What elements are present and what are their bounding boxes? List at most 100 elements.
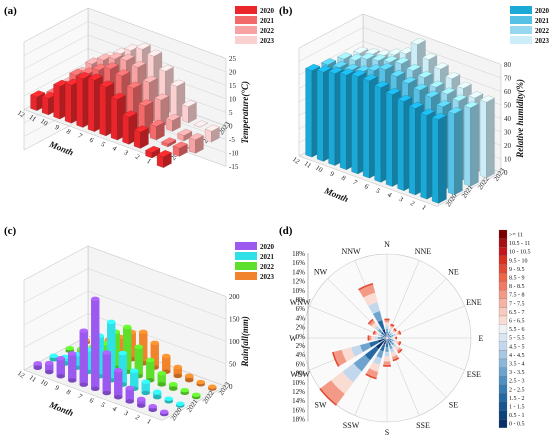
direction-label: SW	[315, 400, 327, 409]
bar-mark	[464, 101, 478, 186]
z-tick-label: 60	[504, 88, 512, 96]
bar-mark	[189, 133, 203, 153]
bar-face	[352, 74, 358, 174]
legend-swatch	[235, 242, 257, 250]
bar-face	[134, 130, 140, 149]
colorbar-label: 7 - 7.5	[509, 301, 525, 307]
bar-face	[31, 95, 37, 111]
bar-top	[119, 351, 127, 355]
legend-label: 2023	[260, 273, 275, 281]
z-tick-label: 20	[504, 142, 512, 150]
bar-face	[421, 113, 427, 199]
bar-mark	[192, 393, 200, 400]
month-tick-label: 12	[291, 155, 302, 166]
bar-face	[111, 97, 117, 140]
month-tick-label: 3	[122, 148, 130, 157]
bar-mark	[134, 126, 148, 149]
bar-mark	[91, 297, 99, 391]
legend-swatch	[235, 36, 257, 44]
month-tick-label: 4	[386, 191, 394, 200]
bar-top	[208, 385, 216, 389]
colorbar-swatch	[499, 239, 507, 248]
colorbar-swatch	[499, 282, 507, 291]
colorbar-label: 9.5 - 10	[509, 258, 528, 264]
radial-tick-label: 8%	[296, 370, 306, 378]
legend-swatch	[235, 252, 257, 260]
bar-mark	[165, 396, 173, 403]
bar-face	[182, 104, 188, 123]
legend-swatch	[235, 16, 257, 24]
radial-tick-label: 10%	[292, 287, 305, 295]
z-tick-label: -15	[229, 163, 239, 171]
bar-body	[103, 353, 111, 394]
direction-label: SE	[449, 400, 458, 409]
direction-label: N	[384, 240, 390, 249]
month-tick-label: 1	[145, 417, 153, 426]
bar-bottom	[34, 366, 42, 370]
bar-top	[45, 361, 53, 365]
direction-label: SSW	[343, 421, 360, 430]
month-tick-label: 5	[99, 401, 107, 410]
radial-tick-label: 4%	[296, 314, 306, 322]
bar-face	[100, 85, 106, 136]
bar-face	[171, 84, 177, 119]
month-tick-label: 2	[134, 153, 142, 162]
legend-label: 2020	[535, 7, 550, 15]
bar-top	[34, 361, 42, 365]
colorbar-swatch	[499, 393, 507, 402]
legend-label: 2023	[535, 37, 550, 45]
direction-label: ENE	[466, 298, 482, 307]
colorbar-label: 5 - 5.5	[509, 336, 525, 342]
bar-bottom	[114, 395, 122, 399]
bar-bottom	[68, 378, 76, 382]
month-tick-label: 9	[328, 170, 336, 179]
bar-top	[80, 328, 88, 332]
legend-label: 2020	[260, 7, 275, 15]
month-tick-label: 2	[134, 413, 142, 422]
legend-label: 2021	[260, 17, 275, 25]
bar-mark	[103, 350, 111, 395]
z-tick-label: 30	[504, 128, 512, 136]
bar-mark	[162, 354, 170, 374]
bar-side	[454, 110, 462, 195]
bar-top	[91, 297, 99, 301]
bar-face	[464, 106, 470, 187]
month-tick-label: 4	[111, 405, 119, 414]
bar-mark	[34, 361, 42, 370]
z-axis-label: Rainfall(mm)	[240, 316, 250, 368]
radial-tick-label: 14%	[292, 397, 305, 405]
z-tick-label: 200	[229, 293, 240, 301]
bar-face	[480, 100, 486, 178]
month-tick-label: 1	[420, 203, 428, 212]
bar-mark	[197, 380, 205, 387]
bar-top	[114, 368, 122, 372]
bar-bottom	[174, 374, 182, 378]
colorbar-label: 6.5 - 7	[509, 310, 525, 316]
month-tick-label: 5	[99, 140, 107, 149]
z-tick-label: -5	[229, 136, 235, 144]
colorbar-label: 8 - 8.5	[509, 284, 525, 290]
direction-label: E	[479, 334, 484, 343]
colorbar-swatch	[499, 316, 507, 325]
bar-top	[151, 341, 159, 345]
panel-label: (d)	[279, 225, 293, 237]
bar-top	[169, 382, 177, 386]
radial-tick-label: 6%	[296, 360, 306, 368]
direction-label: NE	[448, 268, 459, 277]
radial-tick-label: 4%	[296, 351, 306, 359]
legend-swatch	[235, 262, 257, 270]
colorbar-swatch	[499, 299, 507, 308]
bar-top	[139, 330, 147, 334]
x-axis-label: Month	[322, 185, 350, 204]
bar-top	[165, 396, 173, 400]
bar-mark	[142, 380, 150, 396]
colorbar-swatch	[499, 264, 507, 273]
bar-body	[162, 356, 170, 372]
z-tick-label: 15	[229, 82, 237, 90]
bar-body	[68, 353, 76, 380]
bar-mark	[57, 356, 65, 378]
bar-mark	[45, 361, 53, 374]
radial-tick-label: 16%	[292, 259, 305, 267]
